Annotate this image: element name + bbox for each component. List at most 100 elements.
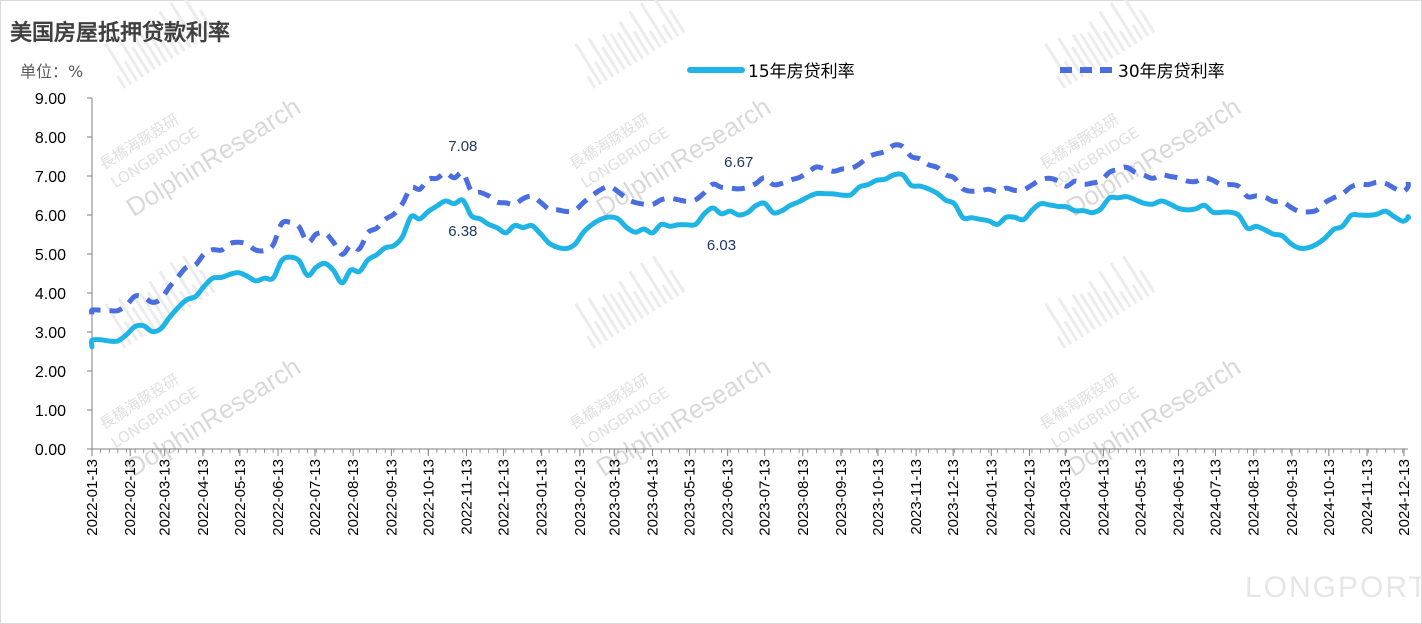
watermark-logo-bar [587,297,615,338]
x-tick-label: 2023-07-13 [757,459,774,536]
x-tick-label: 2024-03-13 [1057,459,1074,536]
watermark-logo-bar [162,30,180,56]
y-tick-label: 7.00 [35,169,66,186]
x-tick-label: 2023-01-13 [534,459,551,536]
watermark-logo-bar [639,2,668,45]
watermark-logo-bar [632,290,650,316]
watermark-logo-bar [618,20,644,60]
watermark-logo-bar [1086,291,1108,323]
watermark-logo-bar [1057,37,1085,78]
x-tick-label: 2022-01-13 [84,459,101,536]
watermark-logo-bar [1088,280,1114,320]
x-tick-label: 2024-10-13 [1321,459,1338,536]
watermark-logo-bar [593,60,609,82]
watermark-logo-bar [1086,31,1108,63]
watermark-logo-bar [639,262,668,305]
series-line-30y [88,142,1411,315]
watermark-logo-bar [1056,335,1067,349]
watermark-logo-bar [148,20,174,60]
y-tick-label: 4.00 [35,286,66,303]
data-label: 7.08 [448,138,477,155]
x-tick-label: 2023-12-13 [945,459,962,536]
x-tick-label: 2024-02-13 [1021,459,1038,536]
x-tick-label: 2022-09-13 [383,459,400,536]
watermark-logo-bar [648,30,662,49]
x-tick-label: 2024-01-13 [983,459,1000,536]
chart-title: 美国房屋抵押贷款利率 [10,20,230,46]
x-tick-label: 2023-10-13 [870,459,887,536]
watermark-logo-bar [181,0,210,37]
x-tick-label: 2023-11-13 [908,459,925,535]
y-tick-label: 5.00 [35,247,66,264]
x-tick-label: 2024-04-13 [1095,459,1112,536]
axes: 0.00 1.00 2.00 3.00 4.00 5.00 6.00 7.00 8.00 9.00… [35,91,1413,536]
x-tick-label: 2024-07-13 [1208,459,1225,536]
x-tick-label: 2023-04-13 [645,459,662,536]
y-tick-label: 9.00 [35,91,66,108]
watermark-logo-bar [1098,10,1126,52]
watermark-logo-bar [198,9,216,34]
series-layer [88,142,1411,350]
y-tick-label: 8.00 [35,130,66,147]
watermark-logo-bar [1131,284,1144,301]
watermark-logo-bar [1131,24,1144,41]
y-tick-label: 0.00 [35,442,66,459]
legend-label-30y: 30年房贷利率 [1118,62,1225,82]
watermark-logo-bar [146,31,168,63]
watermark-logo-bar [123,60,139,82]
watermark-logo-bar [1102,30,1120,56]
watermark-logo-bar [116,75,127,89]
watermark-logo-bar [146,291,168,323]
x-tick-label: 2022-02-13 [122,459,139,536]
watermark-logo-bar [1109,2,1138,45]
watermark-logo-bar [601,293,627,331]
watermark-logo-bar [1071,293,1097,331]
y-tick-label: 3.00 [35,325,66,342]
watermark-logo-bar [648,290,662,309]
brand-logo-text: LONGPORT [1245,571,1422,604]
watermark-logo-bar [117,37,145,78]
x-tick-label: 2024-06-13 [1171,459,1188,536]
x-tick-label: 2023-03-13 [606,459,623,536]
watermark-logo-bar [1109,262,1138,305]
x-tick-label: 2022-03-13 [157,459,174,536]
data-labels: 7.08 6.38 6.67 6.03 [448,138,753,254]
watermark-logo-bar [1057,297,1085,338]
watermark-logo-bar [139,292,162,327]
y-tick-label: 6.00 [35,208,66,225]
watermark-logo-bar [651,0,680,37]
watermark-logo-bar [158,270,186,312]
watermark-logo-bar [628,10,656,52]
watermark-logo-bar [586,335,597,349]
watermark-logo-bar [1138,269,1156,294]
watermark-logo-bar [131,293,157,331]
watermark-logo-bar [1088,20,1114,60]
watermark-logo-bar [616,31,638,63]
watermark-logo-bar [661,24,674,41]
watermark-logo-bar [169,2,198,45]
watermark-logo-bar [1063,320,1079,342]
watermark-logo-bar [1044,43,1073,86]
watermark-logo-bar [593,320,609,342]
watermark-logo-bar [1118,290,1132,309]
data-label: 6.03 [707,237,736,254]
y-tick-label: 1.00 [35,403,66,420]
data-label: 6.38 [448,223,477,240]
x-tick-label: 2022-07-13 [307,459,324,536]
x-tick-label: 2024-09-13 [1284,459,1301,536]
watermark-logo-bar [131,46,151,75]
x-tick-label: 2022-12-13 [495,459,512,536]
watermark-logo-bar [1138,9,1156,34]
watermark-logo-bar [1071,33,1097,71]
x-tick-label: 2022-10-13 [420,459,437,536]
watermark-logo-bar [628,270,656,312]
watermark-logo-bar [104,43,133,86]
watermark-logo-bar [1118,30,1132,49]
watermark-logo-bar [574,303,603,346]
x-tick-label: 2024-08-13 [1246,459,1263,536]
watermark-logo-bar [1079,292,1102,327]
watermark-logo-bar [139,32,162,67]
